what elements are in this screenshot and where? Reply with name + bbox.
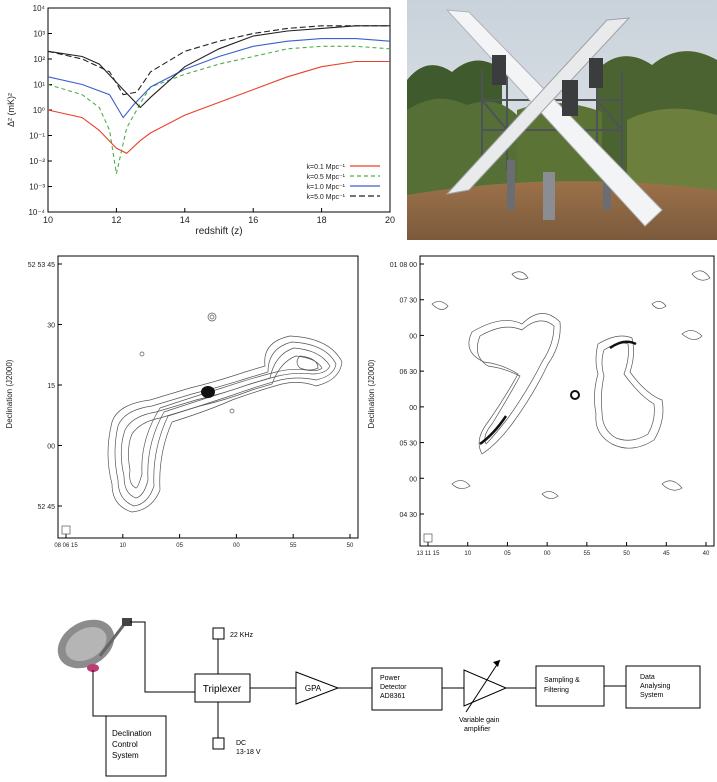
y-tick-label: 10² (33, 55, 45, 64)
y-tick-label: 05 30 (399, 441, 417, 448)
y-tick-label: 00 (47, 444, 55, 451)
y-tick-label: 15 (47, 383, 55, 390)
dc-supply-box (212, 737, 225, 750)
x-tick-label: 20 (385, 215, 395, 225)
y-tick-label: 00 (409, 476, 417, 483)
x-tick-label: 55 (290, 543, 297, 549)
x-tick-label: 50 (347, 543, 354, 549)
x-tick-label: 45 (663, 551, 670, 556)
variable-gain-amplifier (463, 669, 508, 707)
series-line-0 (47, 60, 390, 154)
y-tick-label: 04 30 (399, 512, 417, 519)
y-tick-label: 00 (409, 333, 417, 340)
legend-label: k=5.0 Mpc⁻¹ (306, 194, 345, 201)
left-contours (61, 312, 343, 535)
y-tick-label: 07 30 (399, 298, 417, 305)
tone-22khz-label: 22 KHz (230, 632, 253, 639)
left-jet-core (201, 386, 215, 398)
data-analysing-box (625, 665, 701, 709)
triplexer-label: Triplexer (203, 684, 242, 695)
sampling-label-1: Sampling & (544, 677, 580, 684)
declination-label-3: System (112, 751, 139, 760)
antenna-photo (407, 0, 717, 240)
power-detector-label-2: Detector (380, 684, 407, 691)
declination-control-box (105, 715, 167, 777)
tone-22khz-box (212, 627, 225, 640)
gpa-label: GPA (305, 684, 322, 693)
y-tick-label: 10⁴ (33, 4, 46, 13)
declination-label-1: Declination (112, 729, 152, 738)
right-core (570, 390, 580, 400)
left-ylabel: Declination (J2000) (5, 359, 14, 428)
vga-label-2: amplifier (464, 726, 491, 733)
data-label-2: Analysing (640, 683, 670, 690)
sampling-label-2: Filtering (544, 687, 569, 694)
dc-label-1: DC (236, 740, 246, 747)
power-detector-label-3: AD8361 (380, 693, 405, 700)
x-tick-label: 18 (317, 215, 327, 225)
x-tick-label: 12 (111, 215, 121, 225)
right-jet-edges (479, 340, 637, 446)
chart-xlabel: redshift (z) (195, 226, 242, 237)
x-tick-label: 10 (119, 543, 126, 549)
y-tick-label: 30 (47, 323, 55, 330)
right-contours (423, 270, 711, 543)
triplexer-box (194, 673, 251, 703)
y-tick-label: 52 53 45 (28, 262, 55, 269)
y-tick-label: 52 45 (37, 504, 55, 511)
power-detector-box (371, 667, 443, 711)
x-tick-label: 40 (703, 551, 710, 556)
x-tick-label: 00 (544, 551, 551, 556)
gpa-amplifier (295, 671, 340, 705)
y-tick-label: 10⁻¹ (29, 132, 45, 141)
data-label-3: System (640, 692, 664, 699)
x-tick-label: 08 06 15 (54, 543, 78, 549)
y-tick-label: 10⁻³ (29, 183, 45, 192)
receiver-block-diagram: Declination Control System 22 KHz Triple… (57, 618, 701, 777)
x-tick-label: 50 (623, 551, 630, 556)
plot-area (47, 7, 391, 213)
x-tick-label: 05 (504, 551, 511, 556)
legend-label: k=0.1 Mpc⁻¹ (306, 164, 345, 171)
dc-label-2: 13-18 V (236, 749, 261, 756)
contour-frame (419, 255, 715, 547)
x-tick-label: 00 (233, 543, 240, 549)
sampling-filtering-box (535, 665, 605, 707)
series-line-3 (47, 25, 390, 96)
data-label-1: Data (640, 674, 655, 681)
y-tick-label: 01 08 00 (390, 262, 417, 269)
series-line-2 (47, 38, 391, 119)
y-tick-label: 06 30 (399, 369, 417, 376)
legend-label: k=0.5 Mpc⁻¹ (306, 174, 345, 181)
x-tick-label: 10 (43, 215, 53, 225)
x-tick-label: 16 (248, 215, 258, 225)
y-tick-label: 10³ (33, 30, 45, 39)
x-tick-label: 13 11 15 (417, 551, 441, 556)
x-tick-label: 55 (584, 551, 591, 556)
radio-contour-map-right: Declination (J2000) 01 08 00 07 30 00 06 30… (367, 255, 715, 556)
x-tick-label: 05 (176, 543, 183, 549)
legend-label: k=1.0 Mpc⁻¹ (306, 184, 345, 191)
series-line-4 (47, 25, 390, 109)
power-spectrum-chart: 10⁻⁴ 10⁻³ 10⁻² 10⁻¹ 10⁰ 10¹ 10² 10³ 10⁴ 10 12 14 16… (6, 4, 395, 237)
x-tick-label: 10 (464, 551, 471, 556)
y-tick-label: 10¹ (33, 81, 45, 90)
power-detector-label-1: Power (380, 675, 401, 682)
y-tick-label: 10⁻² (29, 157, 45, 166)
chart-ylabel: Δ² (mK)² (6, 93, 16, 127)
y-tick-label: 00 (409, 405, 417, 412)
chart-legend: k=0.1 Mpc⁻¹ k=0.5 Mpc⁻¹ k=1.0 Mpc⁻¹ k=5.0 M… (306, 164, 380, 201)
right-ylabel: Declination (J2000) (367, 359, 376, 428)
x-tick-label: 14 (180, 215, 190, 225)
satellite-dish-icon (57, 618, 132, 700)
y-tick-label: 10⁰ (33, 106, 45, 115)
y-tick-label: 10⁻⁴ (28, 208, 45, 217)
vga-label-1: Variable gain (459, 717, 499, 724)
declination-label-2: Control (112, 740, 138, 749)
